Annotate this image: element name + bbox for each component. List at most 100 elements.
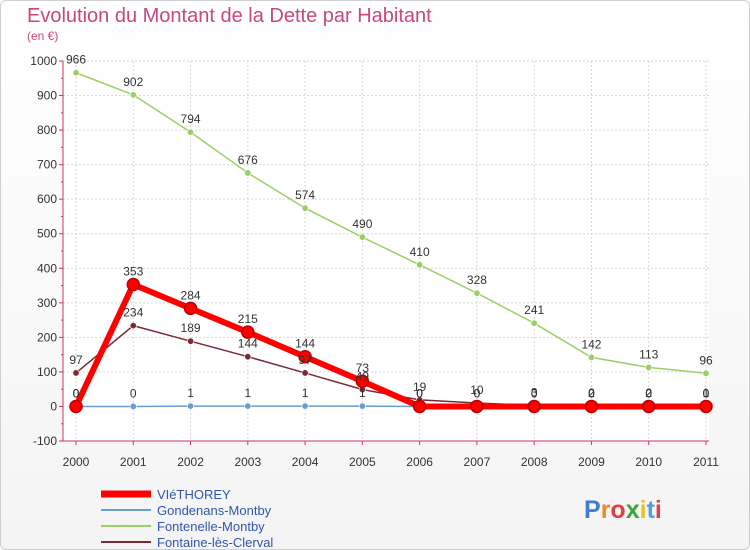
point-vi-thorey — [699, 399, 713, 414]
data-label-gondenans-montby: 1 — [244, 386, 251, 400]
ytick-label: 200 — [37, 330, 57, 344]
data-label-fontenelle-montby: 113 — [639, 347, 658, 361]
legend-label-gondenans-montby: Gondenans-Montby — [157, 503, 272, 518]
point-vi-thorey — [298, 349, 312, 364]
point-fontaine-l-s-clerval — [129, 322, 137, 330]
point-fontenelle-montby — [129, 91, 137, 99]
data-label-gondenans-montby: 1 — [359, 386, 366, 400]
ytick-label: 400 — [37, 261, 57, 275]
ytick-label: 1000 — [30, 54, 57, 68]
data-label-vi-thorey: 0 — [588, 386, 595, 400]
data-label-gondenans-montby: 0 — [703, 386, 710, 400]
series-layer — [69, 69, 713, 414]
data-label-vi-thorey: 0 — [474, 386, 481, 400]
data-label-fontaine-l-s-clerval: 2 — [645, 386, 652, 400]
point-vi-thorey — [183, 301, 198, 316]
proxiti-logo-text: Proxiti — [584, 496, 662, 524]
logo-letter: i — [655, 496, 662, 524]
data-label-vi-thorey: 0 — [531, 386, 538, 400]
xtick-label: 2010 — [635, 455, 662, 469]
data-label-fontenelle-montby: 490 — [352, 217, 372, 231]
data-label-fontaine-l-s-clerval: 49 — [356, 370, 370, 384]
ytick-label: 600 — [37, 192, 57, 206]
legend: VIéTHOREYGondenans-MontbyFontenelle-Mont… — [101, 487, 273, 550]
point-fontaine-l-s-clerval — [72, 369, 80, 377]
data-label-gondenans-montby: 0 — [130, 386, 137, 400]
xtick-label: 2001 — [120, 455, 147, 469]
xtick-label: 2004 — [292, 455, 319, 469]
xtick-label: 2009 — [578, 455, 605, 469]
point-fontenelle-montby — [358, 233, 366, 241]
data-label-fontenelle-montby: 676 — [238, 153, 258, 167]
data-label-fontaine-l-s-clerval: 97 — [69, 353, 83, 367]
point-gondenans-montby — [187, 402, 195, 410]
point-fontenelle-montby — [187, 128, 195, 136]
data-label-vi-thorey: 144 — [295, 337, 315, 351]
data-label-fontenelle-montby: 574 — [295, 188, 315, 202]
data-label-fontaine-l-s-clerval: 97 — [298, 353, 312, 367]
data-label-vi-thorey: 0 — [703, 386, 710, 400]
data-label-fontaine-l-s-clerval: 19 — [413, 380, 427, 394]
legend-label-fontaine-l-s-clerval: Fontaine-lès-Clerval — [157, 535, 273, 550]
xtick-label: 2003 — [234, 455, 261, 469]
point-vi-thorey — [69, 399, 83, 414]
point-fontaine-l-s-clerval — [187, 337, 195, 345]
point-vi-thorey — [241, 325, 255, 339]
chart-title: Evolution du Montant de la Dette par Hab… — [27, 5, 432, 27]
logo-letter: o — [610, 496, 625, 524]
data-label-vi-thorey: 353 — [123, 265, 143, 279]
data-label-gondenans-montby: 1 — [302, 386, 309, 400]
point-gondenans-montby — [244, 402, 252, 410]
xtick-label: 2011 — [693, 455, 719, 469]
data-label-gondenans-montby: 0 — [531, 386, 538, 400]
point-fontenelle-montby — [416, 261, 424, 269]
data-label-fontenelle-montby: 241 — [524, 303, 544, 317]
data-label-fontaine-l-s-clerval: 10 — [470, 383, 484, 397]
point-fontaine-l-s-clerval — [244, 353, 252, 361]
plot-area — [63, 61, 709, 441]
xtick-label: 2002 — [177, 455, 204, 469]
point-fontenelle-montby — [244, 169, 252, 177]
xtick-label: 2006 — [406, 455, 433, 469]
point-fontenelle-montby — [473, 289, 481, 297]
point-fontenelle-montby — [645, 363, 653, 371]
data-label-vi-thorey: 284 — [181, 288, 201, 302]
data-label-fontenelle-montby: 794 — [181, 112, 201, 126]
xtick-label: 2005 — [349, 455, 376, 469]
data-label-fontenelle-montby: 966 — [66, 53, 86, 67]
point-gondenans-montby — [301, 402, 309, 410]
data-label-fontenelle-montby: 902 — [123, 75, 143, 89]
ytick-label: 300 — [37, 296, 57, 310]
data-label-vi-thorey: 0 — [73, 386, 80, 400]
data-label-vi-thorey: 0 — [645, 386, 652, 400]
data-label-fontaine-l-s-clerval: 189 — [181, 321, 201, 335]
data-label-gondenans-montby: 0 — [73, 386, 80, 400]
data-label-gondenans-montby: 1 — [187, 386, 194, 400]
data-label-fontaine-l-s-clerval: 1 — [703, 386, 710, 400]
series-line-fontenelle-montby — [75, 72, 707, 375]
logo-letter: r — [601, 496, 611, 524]
logo-letter: x — [626, 496, 640, 524]
data-label-fontaine-l-s-clerval: 234 — [123, 306, 143, 320]
point-gondenans-montby — [358, 402, 366, 410]
xtick-label: 2000 — [63, 455, 90, 469]
chart-subtitle: (en €) — [27, 29, 59, 43]
data-label-fontenelle-montby: 328 — [467, 273, 487, 287]
point-gondenans-montby — [129, 402, 137, 410]
data-label-gondenans-montby: 0 — [645, 386, 652, 400]
logo-letter: t — [647, 496, 656, 524]
data-label-fontenelle-montby: 410 — [410, 245, 430, 259]
point-vi-thorey — [412, 399, 427, 414]
point-vi-thorey — [584, 399, 599, 414]
point-fontenelle-montby — [72, 69, 80, 77]
point-fontenelle-montby — [301, 204, 309, 212]
data-label-gondenans-montby: 0 — [416, 386, 423, 400]
data-label-vi-thorey: 73 — [356, 361, 370, 375]
data-label-vi-thorey: 0 — [416, 386, 423, 400]
point-vi-thorey — [527, 399, 541, 414]
ytick-label: -100 — [33, 434, 57, 448]
point-fontaine-l-s-clerval — [301, 369, 309, 377]
